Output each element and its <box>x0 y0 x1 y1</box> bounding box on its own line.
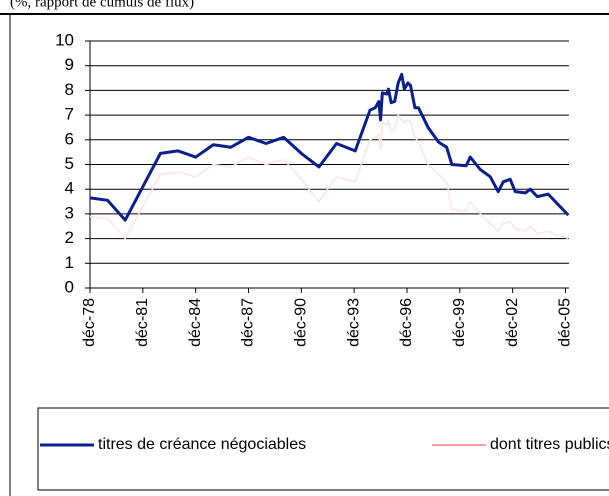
y-tick-label: 7 <box>65 105 74 124</box>
y-tick-label: 1 <box>65 253 74 272</box>
y-tick-label: 3 <box>65 203 74 222</box>
y-tick-label: 8 <box>65 80 74 99</box>
legend-box <box>37 407 609 491</box>
series-line <box>89 114 569 240</box>
x-tick-label: déc-96 <box>398 298 415 347</box>
x-tick-label: déc-81 <box>134 298 151 347</box>
y-tick-label: 9 <box>65 55 74 74</box>
y-tick-label: 6 <box>65 129 74 148</box>
x-tick-label: déc-90 <box>293 298 310 347</box>
x-tick-label: déc-99 <box>451 298 468 347</box>
x-tick-label: déc-02 <box>504 298 521 347</box>
y-tick-label: 10 <box>55 30 74 49</box>
x-tick-label: déc-93 <box>345 298 362 347</box>
x-tick-label: déc-84 <box>187 298 204 347</box>
x-tick-label: déc-05 <box>557 298 574 347</box>
y-tick-label: 2 <box>65 228 74 247</box>
x-tick-label: déc-87 <box>240 298 257 347</box>
y-tick-label: 5 <box>65 154 74 173</box>
y-tick-label: 4 <box>65 179 74 198</box>
series-line <box>89 72 570 222</box>
chart-subtitle: (%, rapport de cumuls de flux) <box>10 0 194 10</box>
x-tick-label: déc-78 <box>81 298 98 347</box>
legend-label: dont titres publics <box>490 436 609 453</box>
y-tick-label: 0 <box>65 277 74 296</box>
legend-label: titres de créance négociables <box>98 436 306 453</box>
